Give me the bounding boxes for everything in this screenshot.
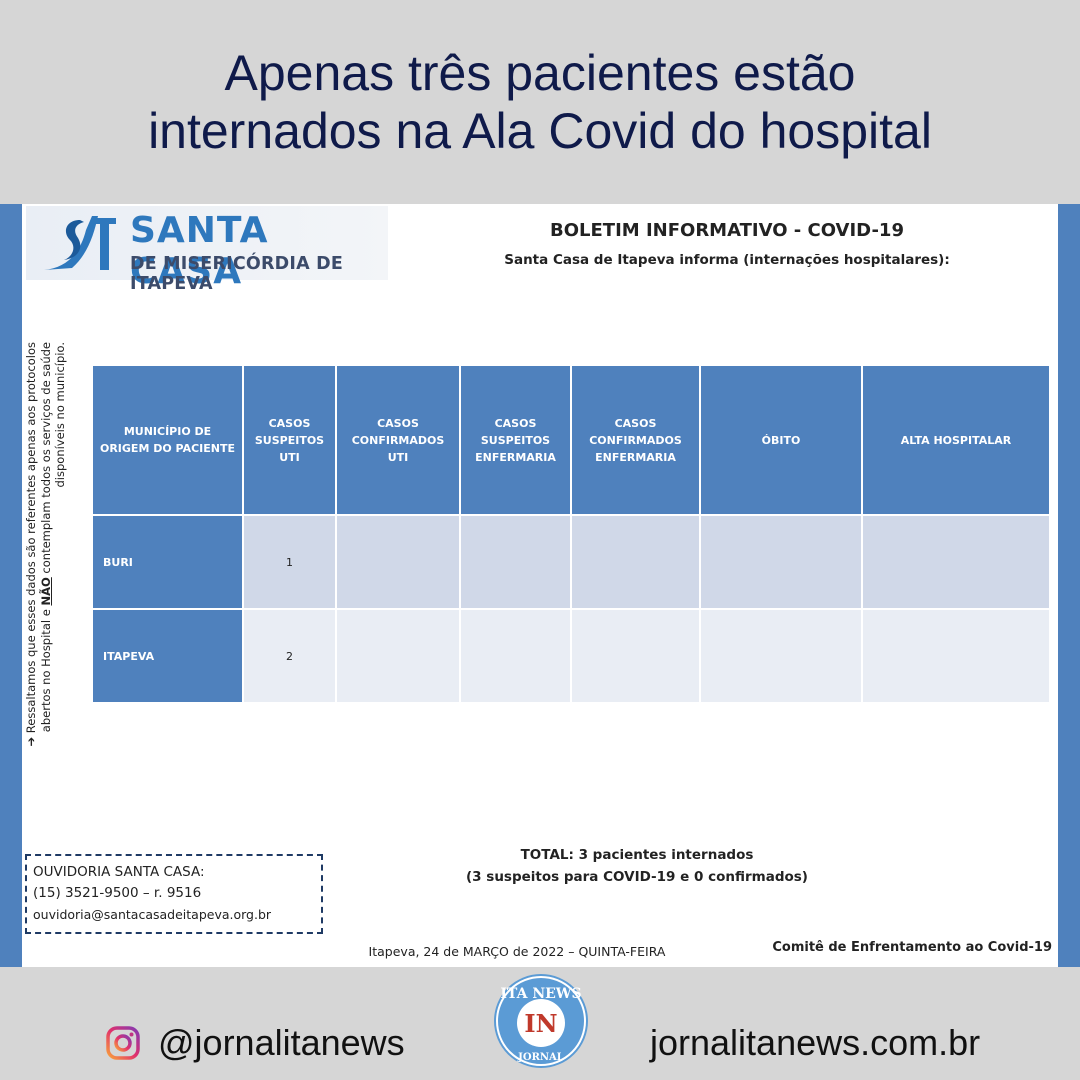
side-note-part-2: contemplam todos os serviços de saúde di… <box>38 342 68 578</box>
cell-obito <box>701 610 861 702</box>
logo-title: SANTA CASA <box>130 210 269 292</box>
hospitalization-table: MUNICÍPIO DE ORIGEM DO PACIENTE CASOS SU… <box>91 364 1051 704</box>
bulletin-document: SANTA CASA DE MISERICÓRDIA DE ITAPEVA BO… <box>0 204 1080 967</box>
bulletin-date: Itapeva, 24 de MARÇO de 2022 – QUINTA-FE… <box>368 944 666 959</box>
ita-news-badge: ITA NEWS IN JORNAL <box>494 974 588 1068</box>
header-suspeitos-enfermaria: CASOS SUSPEITOS ENFERMARIA <box>461 366 570 514</box>
header-municipio: MUNICÍPIO DE ORIGEM DO PACIENTE <box>93 366 242 514</box>
header-suspeitos-uti: CASOS SUSPEITOS UTI <box>244 366 335 514</box>
side-note-text: ➔ Ressaltamos que esses dados são refere… <box>24 336 98 768</box>
badge-top-text: ITA NEWS <box>500 986 581 1002</box>
header-obito: ÓBITO <box>701 366 861 514</box>
row-municipio: BURI <box>93 516 242 608</box>
table-header-row: MUNICÍPIO DE ORIGEM DO PACIENTE CASOS SU… <box>93 366 1049 514</box>
instagram-icon <box>106 1026 140 1060</box>
bulletin-title: BOLETIM INFORMATIVO - COVID-19 <box>550 220 904 241</box>
total-line-1: TOTAL: 3 pacientes internados <box>520 847 754 863</box>
headline: Apenas três pacientes estão internados n… <box>0 44 1080 160</box>
total-summary: TOTAL: 3 pacientes internados (3 suspeit… <box>422 844 852 888</box>
ouvidoria-phone: (15) 3521-9500 – r. 9516 <box>33 885 202 901</box>
cell-confirmados-enfermaria <box>572 610 699 702</box>
ouvidoria-title: OUVIDORIA SANTA CASA: <box>33 864 205 880</box>
cell-confirmados-uti <box>337 516 459 608</box>
website-link[interactable]: jornalitanews.com.br <box>650 1022 981 1063</box>
santa-casa-logo: SANTA CASA DE MISERICÓRDIA DE ITAPEVA <box>26 206 388 294</box>
logo-subtitle: DE MISERICÓRDIA DE ITAPEVA <box>130 254 343 294</box>
bulletin-subtitle: Santa Casa de Itapeva informa (internaçõ… <box>504 252 950 268</box>
cell-confirmados-enfermaria <box>572 516 699 608</box>
row-municipio: ITAPEVA <box>93 610 242 702</box>
cell-suspeitos-enfermaria <box>461 610 570 702</box>
header-alta: ALTA HOSPITALAR <box>863 366 1049 514</box>
santa-casa-emblem-icon <box>44 216 116 270</box>
cell-suspeitos-uti: 2 <box>244 610 335 702</box>
bulletin-page: SANTA CASA DE MISERICÓRDIA DE ITAPEVA BO… <box>22 204 1058 967</box>
instagram-handle-text: @jornalitanews <box>158 1022 405 1063</box>
ouvidoria-email[interactable]: ouvidoria@santacasadeitapeva.org.br <box>33 907 272 922</box>
headline-line-1: Apenas três pacientes estão <box>224 45 856 101</box>
headline-line-2: internados na Ala Covid do hospital <box>148 103 932 159</box>
header-confirmados-uti: CASOS CONFIRMADOS UTI <box>337 366 459 514</box>
table-row: ITAPEVA 2 <box>93 610 1049 702</box>
cell-suspeitos-uti: 1 <box>244 516 335 608</box>
instagram-handle[interactable]: @jornalitanews <box>106 1022 405 1064</box>
side-note-emphasis: NÃO <box>38 577 53 606</box>
cell-confirmados-uti <box>337 610 459 702</box>
badge-mid-text: IN <box>524 1009 557 1038</box>
cell-alta <box>863 610 1049 702</box>
table-row: BURI 1 <box>93 516 1049 608</box>
side-note: ➔ Ressaltamos que esses dados são refere… <box>24 336 98 768</box>
total-line-2: (3 suspeitos para COVID-19 e 0 confirmad… <box>466 869 808 885</box>
cell-obito <box>701 516 861 608</box>
ouvidoria-box: OUVIDORIA SANTA CASA: (15) 3521-9500 – r… <box>25 854 323 934</box>
header-confirmados-enfermaria: CASOS CONFIRMADOS ENFERMARIA <box>572 366 699 514</box>
badge-bottom-text: JORNAL <box>517 1052 564 1063</box>
arrow-icon: ➔ <box>24 733 38 747</box>
committee-signature: Comitê de Enfrentamento ao Covid-19 <box>772 940 1052 955</box>
cell-alta <box>863 516 1049 608</box>
cell-suspeitos-enfermaria <box>461 516 570 608</box>
